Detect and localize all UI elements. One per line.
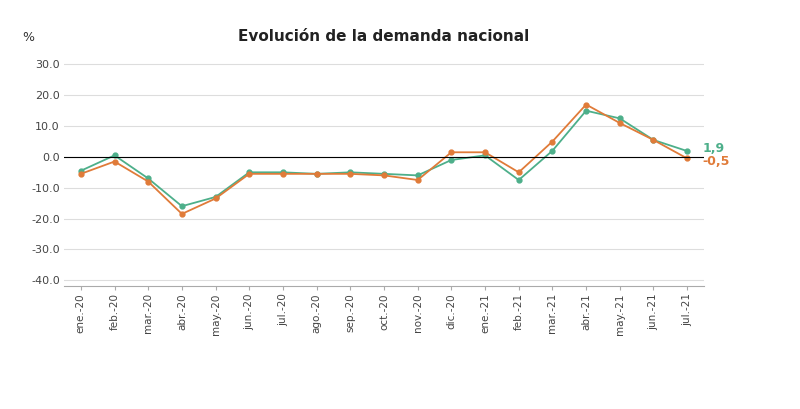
- % Demanda bruta: [110, 159, 119, 164]
- % Demanda bruta: [177, 211, 186, 216]
- Line: % Demanda bruta: % Demanda bruta: [78, 102, 690, 216]
- % Demanda bruta: [76, 171, 86, 176]
- % Demanda corregida: [110, 153, 119, 158]
- % Demanda bruta: [446, 150, 456, 155]
- % Demanda corregida: [245, 170, 254, 175]
- % Demanda bruta: [278, 171, 288, 176]
- % Demanda corregida: [413, 173, 422, 178]
- % Demanda corregida: [548, 148, 558, 153]
- % Demanda corregida: [480, 153, 490, 158]
- % Demanda corregida: [649, 137, 658, 142]
- % Demanda corregida: [682, 148, 692, 153]
- % Demanda bruta: [379, 173, 389, 178]
- % Demanda bruta: [682, 156, 692, 161]
- % Demanda corregida: [76, 169, 86, 173]
- % Demanda corregida: [143, 176, 153, 181]
- % Demanda bruta: [582, 102, 591, 107]
- % Demanda corregida: [346, 170, 355, 175]
- % Demanda bruta: [245, 171, 254, 176]
- Text: 1,9: 1,9: [702, 142, 725, 155]
- Text: -0,5: -0,5: [702, 155, 730, 168]
- % Demanda bruta: [312, 171, 322, 176]
- % Demanda corregida: [514, 178, 523, 182]
- % Demanda bruta: [413, 178, 422, 182]
- Title: Evolución de la demanda nacional: Evolución de la demanda nacional: [238, 29, 530, 44]
- % Demanda corregida: [582, 108, 591, 113]
- % Demanda corregida: [312, 171, 322, 176]
- % Demanda bruta: [615, 121, 625, 126]
- Text: %: %: [22, 31, 34, 44]
- % Demanda bruta: [346, 171, 355, 176]
- % Demanda bruta: [480, 150, 490, 155]
- % Demanda bruta: [143, 179, 153, 184]
- % Demanda corregida: [379, 171, 389, 176]
- % Demanda bruta: [548, 139, 558, 144]
- Line: % Demanda corregida: % Demanda corregida: [78, 108, 690, 209]
- % Demanda corregida: [278, 170, 288, 175]
- % Demanda corregida: [177, 204, 186, 209]
- % Demanda bruta: [210, 196, 220, 201]
- % Demanda corregida: [615, 116, 625, 121]
- % Demanda corregida: [446, 157, 456, 162]
- % Demanda corregida: [210, 195, 220, 200]
- % Demanda bruta: [649, 137, 658, 142]
- % Demanda bruta: [514, 170, 523, 175]
